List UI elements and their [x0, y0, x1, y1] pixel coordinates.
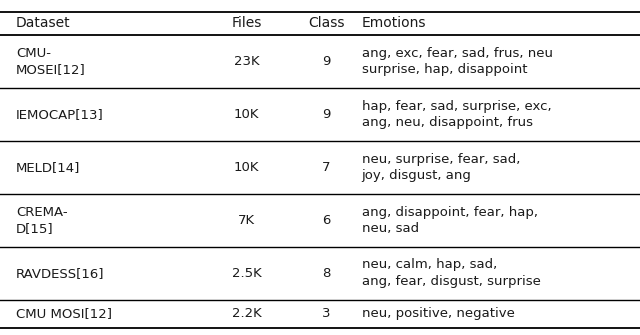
Text: IEMOCAP[13]: IEMOCAP[13]	[16, 108, 104, 121]
Text: ang, exc, fear, sad, frus, neu
surprise, hap, disappoint: ang, exc, fear, sad, frus, neu surprise,…	[362, 47, 552, 76]
Text: 7: 7	[322, 161, 331, 174]
Text: 23K: 23K	[234, 55, 259, 68]
Text: Class: Class	[308, 16, 345, 30]
Text: 6: 6	[322, 214, 331, 227]
Text: ang, disappoint, fear, hap,
neu, sad: ang, disappoint, fear, hap, neu, sad	[362, 206, 538, 235]
Text: Emotions: Emotions	[362, 16, 426, 30]
Text: RAVDESS[16]: RAVDESS[16]	[16, 267, 104, 280]
Text: CMU MOSI[12]: CMU MOSI[12]	[16, 308, 112, 321]
Text: 9: 9	[322, 55, 331, 68]
Text: CREMA-
D[15]: CREMA- D[15]	[16, 206, 68, 235]
Text: neu, positive, negative: neu, positive, negative	[362, 308, 515, 321]
Text: 2.2K: 2.2K	[232, 308, 261, 321]
Text: 8: 8	[322, 267, 331, 280]
Text: Dataset: Dataset	[16, 16, 70, 30]
Text: CMU-
MOSEI[12]: CMU- MOSEI[12]	[16, 47, 86, 76]
Text: MELD[14]: MELD[14]	[16, 161, 81, 174]
Text: 7K: 7K	[238, 214, 255, 227]
Text: 10K: 10K	[234, 108, 259, 121]
Text: 9: 9	[322, 108, 331, 121]
Text: neu, surprise, fear, sad,
joy, disgust, ang: neu, surprise, fear, sad, joy, disgust, …	[362, 153, 520, 182]
Text: Files: Files	[231, 16, 262, 30]
Text: 3: 3	[322, 308, 331, 321]
Text: 10K: 10K	[234, 161, 259, 174]
Text: hap, fear, sad, surprise, exc,
ang, neu, disappoint, frus: hap, fear, sad, surprise, exc, ang, neu,…	[362, 100, 551, 129]
Text: 2.5K: 2.5K	[232, 267, 261, 280]
Text: neu, calm, hap, sad,
ang, fear, disgust, surprise: neu, calm, hap, sad, ang, fear, disgust,…	[362, 259, 540, 288]
